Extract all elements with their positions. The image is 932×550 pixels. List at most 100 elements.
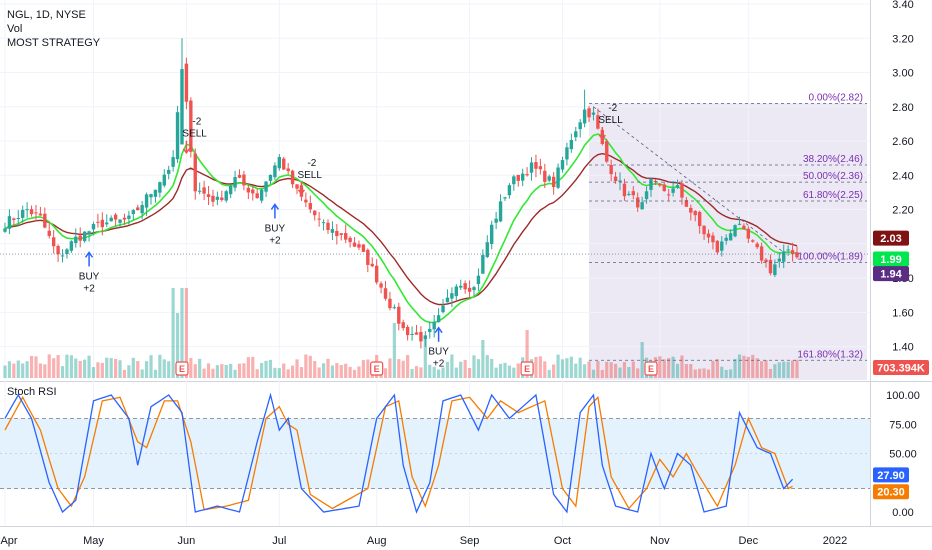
earnings-marker (175, 361, 189, 376)
candle-body (636, 197, 640, 208)
volume-bar (118, 360, 122, 378)
candle-body (507, 185, 512, 196)
candle-body (189, 100, 193, 152)
volume-bar (764, 360, 768, 378)
date-tick-label: Sep (460, 535, 480, 547)
volume-bar (760, 361, 764, 378)
candle-body (233, 177, 237, 188)
candle-body (441, 305, 445, 313)
candle-body (666, 194, 671, 196)
volume-bar (675, 363, 680, 378)
volume-bar (516, 363, 520, 378)
candle-body (591, 112, 596, 115)
candle-body (308, 203, 312, 210)
volume-bar (494, 367, 498, 378)
volume-bar (268, 359, 273, 378)
volume-bar (698, 368, 702, 378)
candle-body (268, 174, 273, 181)
candle-body (786, 249, 790, 251)
candle-body (795, 252, 799, 258)
candle-body (158, 182, 162, 193)
sell-qty-label: -2 (192, 117, 201, 128)
candle-body (82, 231, 87, 242)
buy-qty-label: +2 (433, 359, 445, 370)
candle-body (520, 173, 525, 181)
candle-body (206, 194, 211, 197)
rsi-badge (873, 467, 909, 483)
volume-legend[interactable]: Vol (7, 23, 23, 35)
volume-bar (423, 338, 427, 378)
volume-bar (640, 342, 644, 378)
candle-body (742, 225, 746, 230)
volume-bar (144, 361, 149, 378)
candle-body (118, 219, 122, 223)
volume-bar (667, 358, 671, 378)
volume-bar (498, 363, 503, 378)
candle-body (432, 322, 436, 330)
sell-label: SELL (297, 170, 322, 181)
volume-bar (605, 361, 609, 378)
candle-body (295, 184, 299, 189)
volume-bar (406, 354, 410, 378)
volume-bar (507, 365, 512, 378)
buy-arrowhead (84, 251, 94, 258)
candle-body (113, 214, 118, 220)
candle-body (348, 237, 352, 243)
strategy-legend[interactable]: MOST STRATEGY (7, 37, 101, 49)
volume-bar (344, 363, 348, 378)
volume-bar (96, 362, 100, 378)
candle-body (454, 286, 459, 297)
candle-body (29, 209, 34, 215)
volume-bar (689, 364, 693, 378)
candle-body (246, 187, 251, 193)
volume-bar (432, 366, 436, 378)
rsi-tick-label: 50.00 (889, 449, 917, 461)
volume-bar (583, 364, 587, 378)
candle-body (706, 233, 711, 238)
volume-bar (410, 369, 414, 378)
volume-bar (693, 369, 697, 378)
symbol-label[interactable]: NGL, 1D, NYSE (7, 9, 86, 21)
price-badge-label: 1.99 (880, 254, 901, 266)
volume-bar (782, 361, 786, 378)
candle-body (423, 335, 428, 340)
volume-bar (463, 359, 467, 378)
candle-body (419, 332, 423, 342)
volume-bar (552, 364, 556, 378)
candle-body (525, 174, 529, 176)
volume-bar (255, 369, 259, 378)
volume-bar (242, 363, 246, 378)
volume-bar (392, 323, 396, 378)
buy-label: BUY (79, 271, 100, 282)
volume-bar (87, 355, 91, 378)
candle-body (414, 332, 419, 335)
volume-bar (317, 367, 321, 378)
volume-bar (671, 356, 675, 378)
volume-bar (114, 358, 118, 378)
candle-body (711, 235, 715, 243)
volume-bar (613, 363, 618, 378)
candle-body (751, 240, 755, 242)
most-line (4, 152, 798, 306)
volume-bar (91, 367, 96, 378)
fib-level-label: 0.00%(2.82) (809, 92, 863, 103)
volume-bar (65, 354, 69, 378)
volume-bar (264, 360, 268, 378)
candle-body (609, 165, 613, 175)
candle-body (78, 235, 82, 241)
volume-bar (206, 363, 211, 378)
rsi-badge-label: 20.30 (877, 487, 905, 499)
price-tick-label: 2.80 (892, 102, 913, 114)
volume-bar (335, 363, 339, 378)
candle-body (162, 174, 166, 186)
earnings-marker-label: E (374, 364, 380, 374)
volume-bar (680, 355, 684, 378)
volume-bar (348, 366, 352, 378)
stoch-rsi-title[interactable]: Stoch RSI (7, 386, 57, 398)
stoch-rsi-d-line (4, 395, 793, 511)
candle-body (405, 326, 410, 336)
candle-body (618, 180, 622, 182)
candle-body (428, 328, 432, 333)
candle-body (282, 158, 286, 170)
buy-qty-label: +2 (83, 283, 95, 294)
